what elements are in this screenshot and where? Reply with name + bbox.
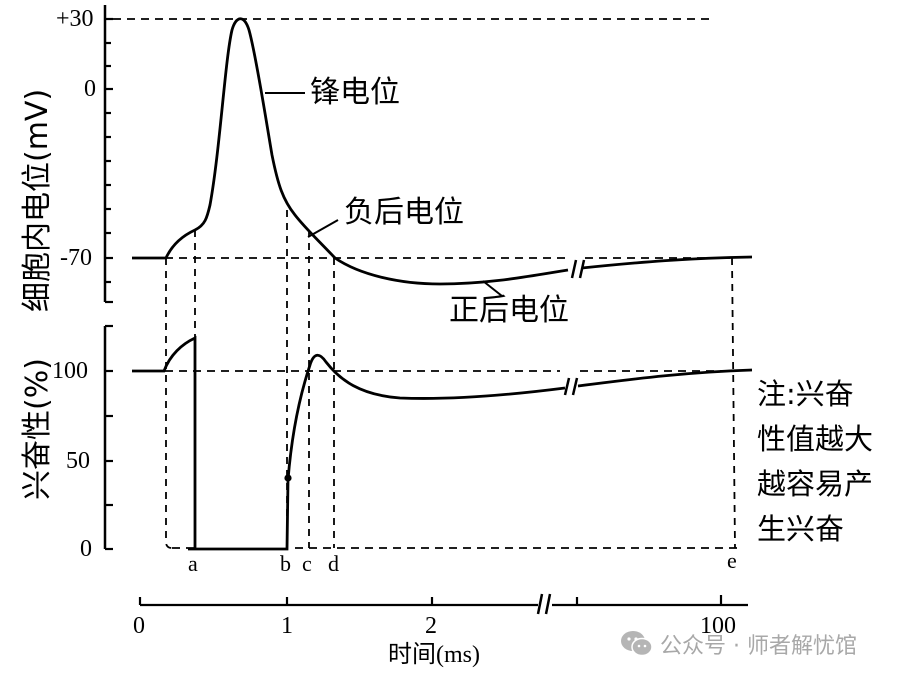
- top-break-mark: [570, 259, 586, 279]
- xtick-0: 0: [133, 613, 145, 639]
- note-line-1: 注:兴奋: [757, 377, 854, 411]
- action-potential-curve-tail: [581, 255, 753, 270]
- time-axis: [138, 593, 748, 615]
- wechat-icon: [621, 631, 653, 657]
- positive-after-leader-line: [482, 280, 503, 297]
- bottom-y-axis: [103, 324, 113, 551]
- excitability-curve-tail: [577, 368, 753, 388]
- phase-guide-lines: [165, 210, 736, 549]
- positive-after-potential-label: 正后电位: [449, 293, 569, 328]
- note-line-4: 生兴奋: [757, 512, 845, 546]
- point-a: a: [188, 551, 198, 576]
- xtick-100: 100: [700, 613, 736, 639]
- watermark-text: 公众号 · 师者解忧馆: [660, 634, 857, 659]
- top-reference-lines: [113, 18, 730, 259]
- ytick-100-pct: 100: [52, 358, 88, 384]
- time-axis-label: 时间(ms): [388, 642, 480, 668]
- watermark: 公众号 · 师者解忧馆: [620, 628, 857, 660]
- note-line-3: 越容易产: [757, 467, 874, 501]
- excitability-curve: [132, 335, 566, 551]
- spike-potential-label: 锋电位: [310, 75, 400, 110]
- excitability-note: 注:兴奋 性值越大 越容易产 生兴奋: [757, 372, 897, 552]
- negative-after-leader-line: [307, 219, 339, 238]
- point-d: d: [328, 551, 339, 576]
- top-y-axis: [103, 5, 113, 304]
- ytick-0-mv: 0: [84, 76, 96, 102]
- point-b: b: [280, 551, 291, 576]
- note-line-2: 性值越大: [757, 422, 874, 456]
- bottom-y-axis-label: 兴奋性(%): [20, 358, 55, 500]
- ytick-plus30: +30: [56, 6, 94, 32]
- ytick-50-pct: 50: [66, 448, 90, 474]
- xtick-2: 2: [425, 613, 437, 639]
- negative-after-potential-label: 负后电位: [344, 195, 464, 230]
- point-e: e: [727, 548, 737, 573]
- relative-refractory-start-dot: [284, 474, 292, 482]
- top-y-axis-label: 细胞内电位(mV): [20, 88, 55, 312]
- xtick-1: 1: [281, 613, 293, 639]
- action-potential-curve: [132, 17, 569, 286]
- bottom-break-mark: [563, 377, 579, 396]
- ytick-0-pct: 0: [80, 536, 92, 562]
- point-c: c: [302, 551, 312, 576]
- ytick-minus70: -70: [60, 245, 92, 271]
